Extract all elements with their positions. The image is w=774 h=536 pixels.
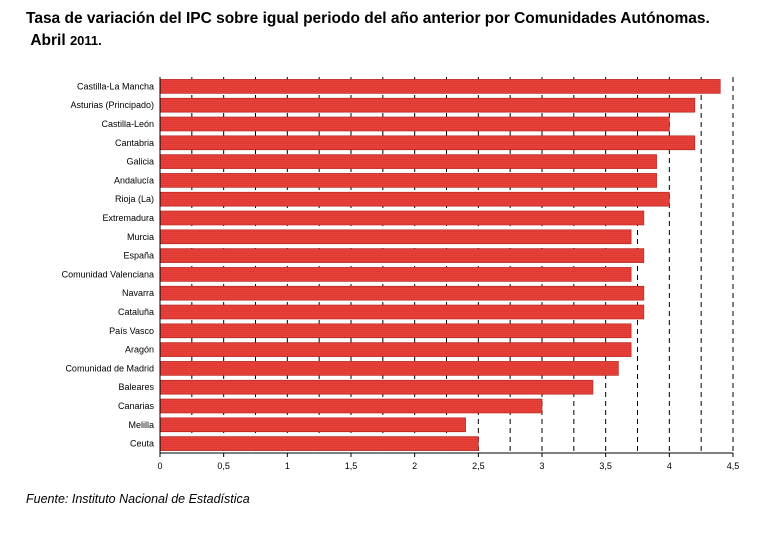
bar [159, 154, 657, 169]
category-label: Murcia [127, 232, 154, 242]
bar [159, 342, 632, 357]
category-label: Cataluña [118, 307, 154, 317]
category-label: Canarias [118, 401, 155, 411]
bar-layer [159, 79, 721, 451]
label-layer: Castilla-La Mancha Asturias (Principado) C… [62, 81, 740, 471]
bar [159, 285, 645, 301]
bar [159, 248, 645, 263]
category-label: País Vasco [109, 326, 154, 336]
x-tick-label: 3 [539, 461, 544, 471]
title-line-1: Tasa de variación del IPC sobre igual pe… [26, 10, 710, 27]
bar [159, 191, 670, 207]
grid-layer [191, 77, 734, 453]
bar [159, 135, 696, 151]
category-label: Extremadura [102, 213, 154, 223]
category-label: Rioja (La) [115, 194, 154, 204]
x-tick-label: 1,5 [345, 461, 358, 471]
title-year: 2011. [69, 33, 102, 48]
category-label: Andalucía [114, 175, 154, 185]
x-tick-label: 4 [667, 461, 672, 471]
title-line-2: Abril 2011. [26, 30, 766, 52]
chart-title: Tasa de variación del IPC sobre igual pe… [26, 8, 766, 52]
category-label: Navarra [122, 288, 154, 298]
category-label: España [123, 251, 154, 261]
bar [159, 304, 645, 320]
bar [159, 267, 632, 282]
x-tick-label: 3,5 [599, 461, 612, 471]
category-label: Castilla-La Mancha [77, 81, 154, 91]
category-label: Galicia [126, 157, 154, 167]
x-tick-label: 2,5 [472, 461, 485, 471]
bar [159, 398, 543, 414]
title-month: Abril [30, 32, 66, 49]
bar [159, 97, 696, 113]
x-tick-label: 2 [412, 461, 417, 471]
source-note: Fuente: Instituto Nacional de Estadístic… [26, 492, 250, 506]
axis-layer [159, 77, 734, 457]
bar [159, 210, 645, 226]
category-label: Baleares [118, 382, 154, 392]
category-label: Comunidad de Madrid [65, 363, 154, 373]
category-label: Asturias (Principado) [70, 100, 154, 110]
bar [159, 323, 632, 339]
x-tick-label: 1 [285, 461, 290, 471]
category-label: Melilla [128, 420, 154, 430]
bar [159, 79, 721, 94]
category-label: Aragón [125, 345, 154, 355]
bar [159, 173, 657, 188]
bar [159, 379, 594, 395]
x-tick-label: 0,5 [217, 461, 230, 471]
bar [159, 361, 619, 376]
x-tick-label: 0 [157, 461, 162, 471]
bar [159, 229, 632, 245]
category-label: Ceuta [130, 439, 154, 449]
category-label: Castilla-León [101, 119, 154, 129]
category-label: Comunidad Valenciana [62, 269, 154, 279]
x-tick-label: 4,5 [727, 461, 740, 471]
category-label: Cantabria [115, 138, 154, 148]
bar [159, 116, 670, 132]
bar [159, 436, 479, 451]
bar [159, 417, 466, 433]
